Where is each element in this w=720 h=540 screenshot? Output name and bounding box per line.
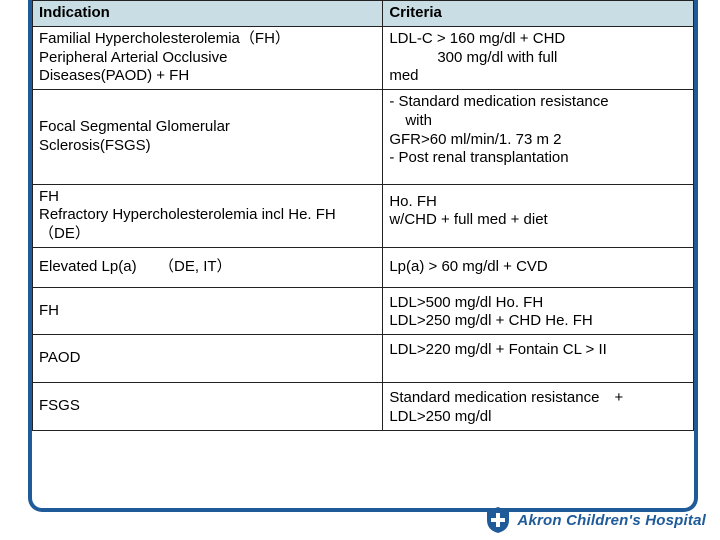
cell-indication: FH Refractory Hypercholesterolemia incl … <box>33 184 383 247</box>
cell-criteria: LDL>500 mg/dl Ho. FH LDL>250 mg/dl + CHD… <box>383 287 694 335</box>
header-criteria: Criteria <box>383 1 694 27</box>
table-row: FSGS Standard medication resistance + LD… <box>33 383 694 431</box>
cell-indication: Elevated Lp(a) （DE, IT） <box>33 247 383 287</box>
table-header-row: Indication Criteria <box>33 1 694 27</box>
shield-icon <box>485 506 511 534</box>
cell-criteria: Ho. FH w/CHD + full med + diet <box>383 184 694 247</box>
cell-criteria: LDL>220 mg/dl + Fontain CL > II <box>383 335 694 383</box>
cell-indication: Familial Hypercholesterolemia（FH） Periph… <box>33 26 383 89</box>
cell-criteria: - Standard medication resistance with GF… <box>383 90 694 185</box>
header-indication: Indication <box>33 1 383 27</box>
table-row: FH Refractory Hypercholesterolemia incl … <box>33 184 694 247</box>
table-row: Focal Segmental Glomerular Sclerosis(FSG… <box>33 90 694 185</box>
cell-criteria: Standard medication resistance + LDL>250… <box>383 383 694 431</box>
cell-indication: FH <box>33 287 383 335</box>
table-row: Familial Hypercholesterolemia（FH） Periph… <box>33 26 694 89</box>
cell-indication: Focal Segmental Glomerular Sclerosis(FSG… <box>33 90 383 185</box>
indication-criteria-table: Indication Criteria Familial Hypercholes… <box>32 0 694 431</box>
table-row: FH LDL>500 mg/dl Ho. FH LDL>250 mg/dl + … <box>33 287 694 335</box>
logo-text: Akron Children's Hospital <box>517 512 706 529</box>
cell-criteria: LDL-C > 160 mg/dl + CHD 300 mg/dl with f… <box>383 26 694 89</box>
cell-indication: PAOD <box>33 335 383 383</box>
table-row: Elevated Lp(a) （DE, IT） Lp(a) > 60 mg/dl… <box>33 247 694 287</box>
cell-criteria: Lp(a) > 60 mg/dl + CVD <box>383 247 694 287</box>
hospital-logo: Akron Children's Hospital <box>485 506 706 534</box>
cell-indication: FSGS <box>33 383 383 431</box>
table-row: PAOD LDL>220 mg/dl + Fontain CL > II <box>33 335 694 383</box>
